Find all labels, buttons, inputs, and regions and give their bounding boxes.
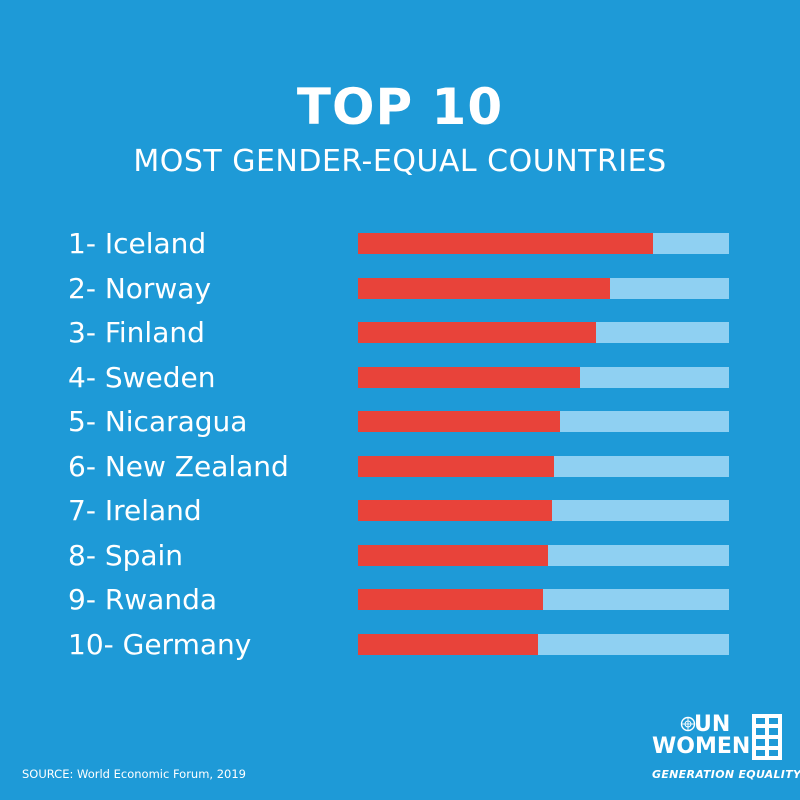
chart-subtitle: MOST GENDER-EQUAL COUNTRIES xyxy=(133,144,667,179)
bar-fill xyxy=(358,233,653,254)
bar-fill xyxy=(358,544,548,566)
bar-row: 3- Finland xyxy=(68,313,738,353)
country-label: 6- New Zealand xyxy=(68,449,289,483)
bar-track xyxy=(358,322,729,343)
bar-fill xyxy=(358,455,554,477)
bar-track xyxy=(358,411,729,432)
bar-row: 9- Rwanda xyxy=(68,580,738,620)
bar-fill xyxy=(358,500,553,521)
bar-track xyxy=(358,633,729,655)
logo-line-un: UN xyxy=(694,712,731,737)
bar-row: 1- Iceland xyxy=(68,224,738,264)
bar-fill xyxy=(358,633,539,655)
bar-row: 5- Nicaragua xyxy=(68,402,738,442)
chart-title: TOP 10 xyxy=(296,78,504,136)
bar-track xyxy=(358,277,729,299)
country-label: 8- Spain xyxy=(68,538,184,572)
country-label: 3- Finland xyxy=(68,316,205,349)
country-label: 4- Sweden xyxy=(68,360,216,394)
equality-mark-icon xyxy=(752,714,782,760)
bar-row: 6- New Zealand xyxy=(68,447,738,487)
bar-fill xyxy=(358,322,596,343)
bar-track xyxy=(358,500,729,521)
bar-row: 4- Sweden xyxy=(68,358,738,398)
bar-row: 10- Germany xyxy=(68,625,738,665)
bar-fill xyxy=(358,366,581,388)
un-emblem-icon xyxy=(680,716,696,732)
un-women-logo: UN WOMEN GENERATION EQUALITY xyxy=(652,712,800,784)
bar-track xyxy=(358,589,729,610)
bar-fill xyxy=(358,277,610,299)
bar-fill xyxy=(358,411,560,432)
country-label: 1- Iceland xyxy=(68,227,207,260)
bar-track xyxy=(358,233,729,254)
country-label: 9- Rwanda xyxy=(68,583,218,616)
bar-track xyxy=(358,366,729,388)
logo-tagline: GENERATION EQUALITY xyxy=(652,768,800,781)
bar-row: 8- Spain xyxy=(68,536,738,576)
bar-row: 2- Norway xyxy=(68,269,738,309)
bar-track xyxy=(358,544,729,566)
bar-row: 7- Ireland xyxy=(68,491,738,531)
source-note: SOURCE: World Economic Forum, 2019 xyxy=(22,767,246,781)
logo-line-women: WOMEN xyxy=(652,734,751,759)
bar-track xyxy=(358,455,729,477)
country-label: 2- Norway xyxy=(68,271,212,305)
country-label: 7- Ireland xyxy=(68,494,202,527)
country-label: 10- Germany xyxy=(68,627,252,661)
bar-fill xyxy=(358,589,543,610)
country-label: 5- Nicaragua xyxy=(68,405,248,438)
